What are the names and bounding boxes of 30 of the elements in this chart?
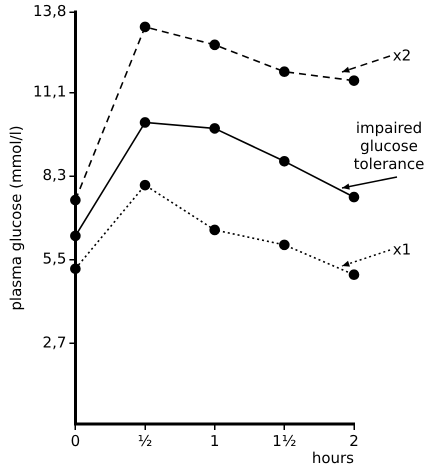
point <box>348 75 360 86</box>
legend-label: x1 <box>392 240 412 259</box>
y-tick-label: 13,8 <box>32 2 66 20</box>
point <box>140 180 150 190</box>
point <box>209 224 220 236</box>
point <box>70 230 81 242</box>
x-axis-title: hours <box>312 448 354 467</box>
y-tick-label: 2,7 <box>42 333 66 352</box>
y-tick-label: 8,3 <box>42 166 66 184</box>
point <box>348 269 360 280</box>
y-tick-label: 11,1 <box>32 82 66 100</box>
x-tick-label: 0 <box>70 432 80 450</box>
x-tick-label: ½ <box>138 432 152 450</box>
point <box>279 66 290 78</box>
point <box>140 117 150 128</box>
series-label: impaired glucose tolerance <box>354 119 424 174</box>
point <box>140 22 150 32</box>
x-tick-label: 2 <box>349 432 359 450</box>
point <box>70 263 81 274</box>
x-tick-label: 1½ <box>272 432 296 450</box>
point <box>70 194 81 206</box>
x-tick-label: 1 <box>210 432 220 450</box>
point <box>348 192 360 202</box>
point <box>209 123 220 134</box>
y-axis-title: plasma glucose (mmol/l) <box>6 125 25 311</box>
point <box>209 40 220 50</box>
legend-label: x2 <box>392 46 412 65</box>
point <box>279 156 290 167</box>
point <box>279 240 290 250</box>
y-tick-label: 5,5 <box>42 250 66 268</box>
